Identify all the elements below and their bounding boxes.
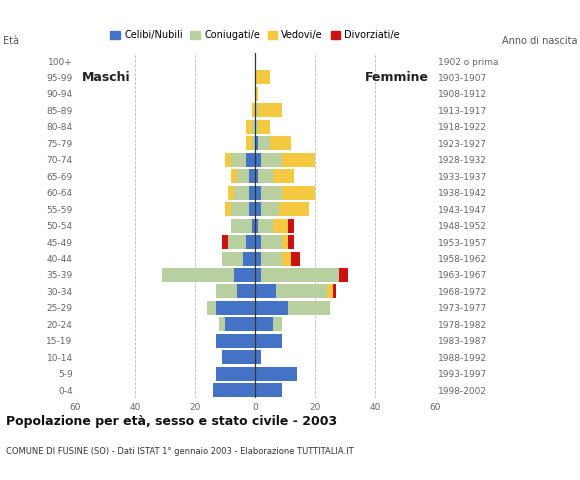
Bar bbox=[255, 317, 273, 331]
Text: Maschi: Maschi bbox=[81, 71, 130, 84]
Bar bbox=[255, 383, 282, 397]
Bar bbox=[333, 285, 336, 299]
Bar bbox=[225, 153, 231, 167]
Bar bbox=[225, 202, 231, 216]
Bar bbox=[261, 268, 339, 282]
Bar bbox=[279, 202, 309, 216]
Bar bbox=[339, 268, 348, 282]
Bar bbox=[255, 334, 282, 348]
Bar bbox=[237, 285, 255, 299]
Bar bbox=[255, 71, 270, 84]
Bar bbox=[246, 136, 252, 150]
Bar bbox=[252, 218, 255, 233]
Bar bbox=[255, 153, 261, 167]
Bar bbox=[288, 301, 330, 315]
Bar bbox=[216, 334, 255, 348]
Text: COMUNE DI FUSINE (SO) - Dati ISTAT 1° gennaio 2003 - Elaborazione TUTTITALIA.IT: COMUNE DI FUSINE (SO) - Dati ISTAT 1° ge… bbox=[6, 446, 353, 456]
Bar bbox=[282, 252, 291, 265]
Bar bbox=[231, 153, 246, 167]
Bar bbox=[261, 186, 282, 200]
Bar bbox=[282, 153, 315, 167]
Bar bbox=[255, 268, 261, 282]
Bar bbox=[258, 169, 273, 183]
Bar bbox=[216, 301, 255, 315]
Bar bbox=[231, 169, 237, 183]
Bar bbox=[291, 252, 300, 265]
Bar bbox=[258, 120, 270, 134]
Bar bbox=[288, 218, 294, 233]
Bar bbox=[249, 169, 255, 183]
Bar bbox=[270, 136, 291, 150]
Bar bbox=[246, 153, 255, 167]
Text: Femmine: Femmine bbox=[365, 71, 429, 84]
Bar bbox=[261, 252, 282, 265]
Bar bbox=[216, 367, 255, 381]
Bar bbox=[261, 202, 279, 216]
Bar bbox=[255, 103, 258, 118]
Bar bbox=[246, 235, 255, 249]
Bar bbox=[252, 103, 255, 118]
Bar bbox=[231, 202, 249, 216]
Bar bbox=[255, 120, 258, 134]
Bar bbox=[288, 235, 294, 249]
Bar bbox=[255, 186, 261, 200]
Bar bbox=[237, 169, 249, 183]
Bar bbox=[258, 218, 273, 233]
Bar bbox=[255, 285, 276, 299]
Bar bbox=[229, 186, 234, 200]
Text: Anno di nascita: Anno di nascita bbox=[502, 36, 577, 46]
Bar bbox=[258, 136, 270, 150]
Text: Età: Età bbox=[3, 36, 19, 46]
Bar bbox=[255, 87, 258, 101]
Bar bbox=[276, 285, 327, 299]
Bar bbox=[282, 235, 288, 249]
Bar bbox=[229, 235, 246, 249]
Text: Popolazione per età, sesso e stato civile - 2003: Popolazione per età, sesso e stato civil… bbox=[6, 415, 337, 428]
Bar bbox=[222, 350, 255, 364]
Bar bbox=[255, 350, 261, 364]
Bar bbox=[255, 169, 258, 183]
Bar bbox=[273, 317, 282, 331]
Bar bbox=[255, 301, 288, 315]
Bar bbox=[222, 252, 243, 265]
Bar bbox=[258, 103, 282, 118]
Bar bbox=[225, 317, 255, 331]
Bar bbox=[255, 252, 261, 265]
Bar bbox=[216, 285, 237, 299]
Bar bbox=[255, 136, 258, 150]
Bar bbox=[162, 268, 234, 282]
Bar bbox=[327, 285, 333, 299]
Bar bbox=[219, 317, 225, 331]
Bar bbox=[246, 120, 252, 134]
Bar bbox=[261, 153, 282, 167]
Bar bbox=[252, 136, 255, 150]
Bar bbox=[249, 186, 255, 200]
Bar bbox=[252, 120, 255, 134]
Bar bbox=[255, 202, 261, 216]
Bar bbox=[249, 202, 255, 216]
Bar bbox=[243, 252, 255, 265]
Bar bbox=[282, 186, 315, 200]
Bar bbox=[261, 235, 282, 249]
Bar bbox=[207, 301, 216, 315]
Bar bbox=[222, 235, 229, 249]
Bar bbox=[255, 367, 297, 381]
Bar bbox=[255, 218, 258, 233]
Legend: Celibi/Nubili, Coniugati/e, Vedovi/e, Divorziati/e: Celibi/Nubili, Coniugati/e, Vedovi/e, Di… bbox=[107, 26, 404, 44]
Bar bbox=[234, 186, 249, 200]
Bar bbox=[273, 218, 288, 233]
Bar bbox=[273, 169, 294, 183]
Bar bbox=[255, 235, 261, 249]
Bar bbox=[231, 218, 252, 233]
Bar bbox=[234, 268, 255, 282]
Bar bbox=[213, 383, 255, 397]
